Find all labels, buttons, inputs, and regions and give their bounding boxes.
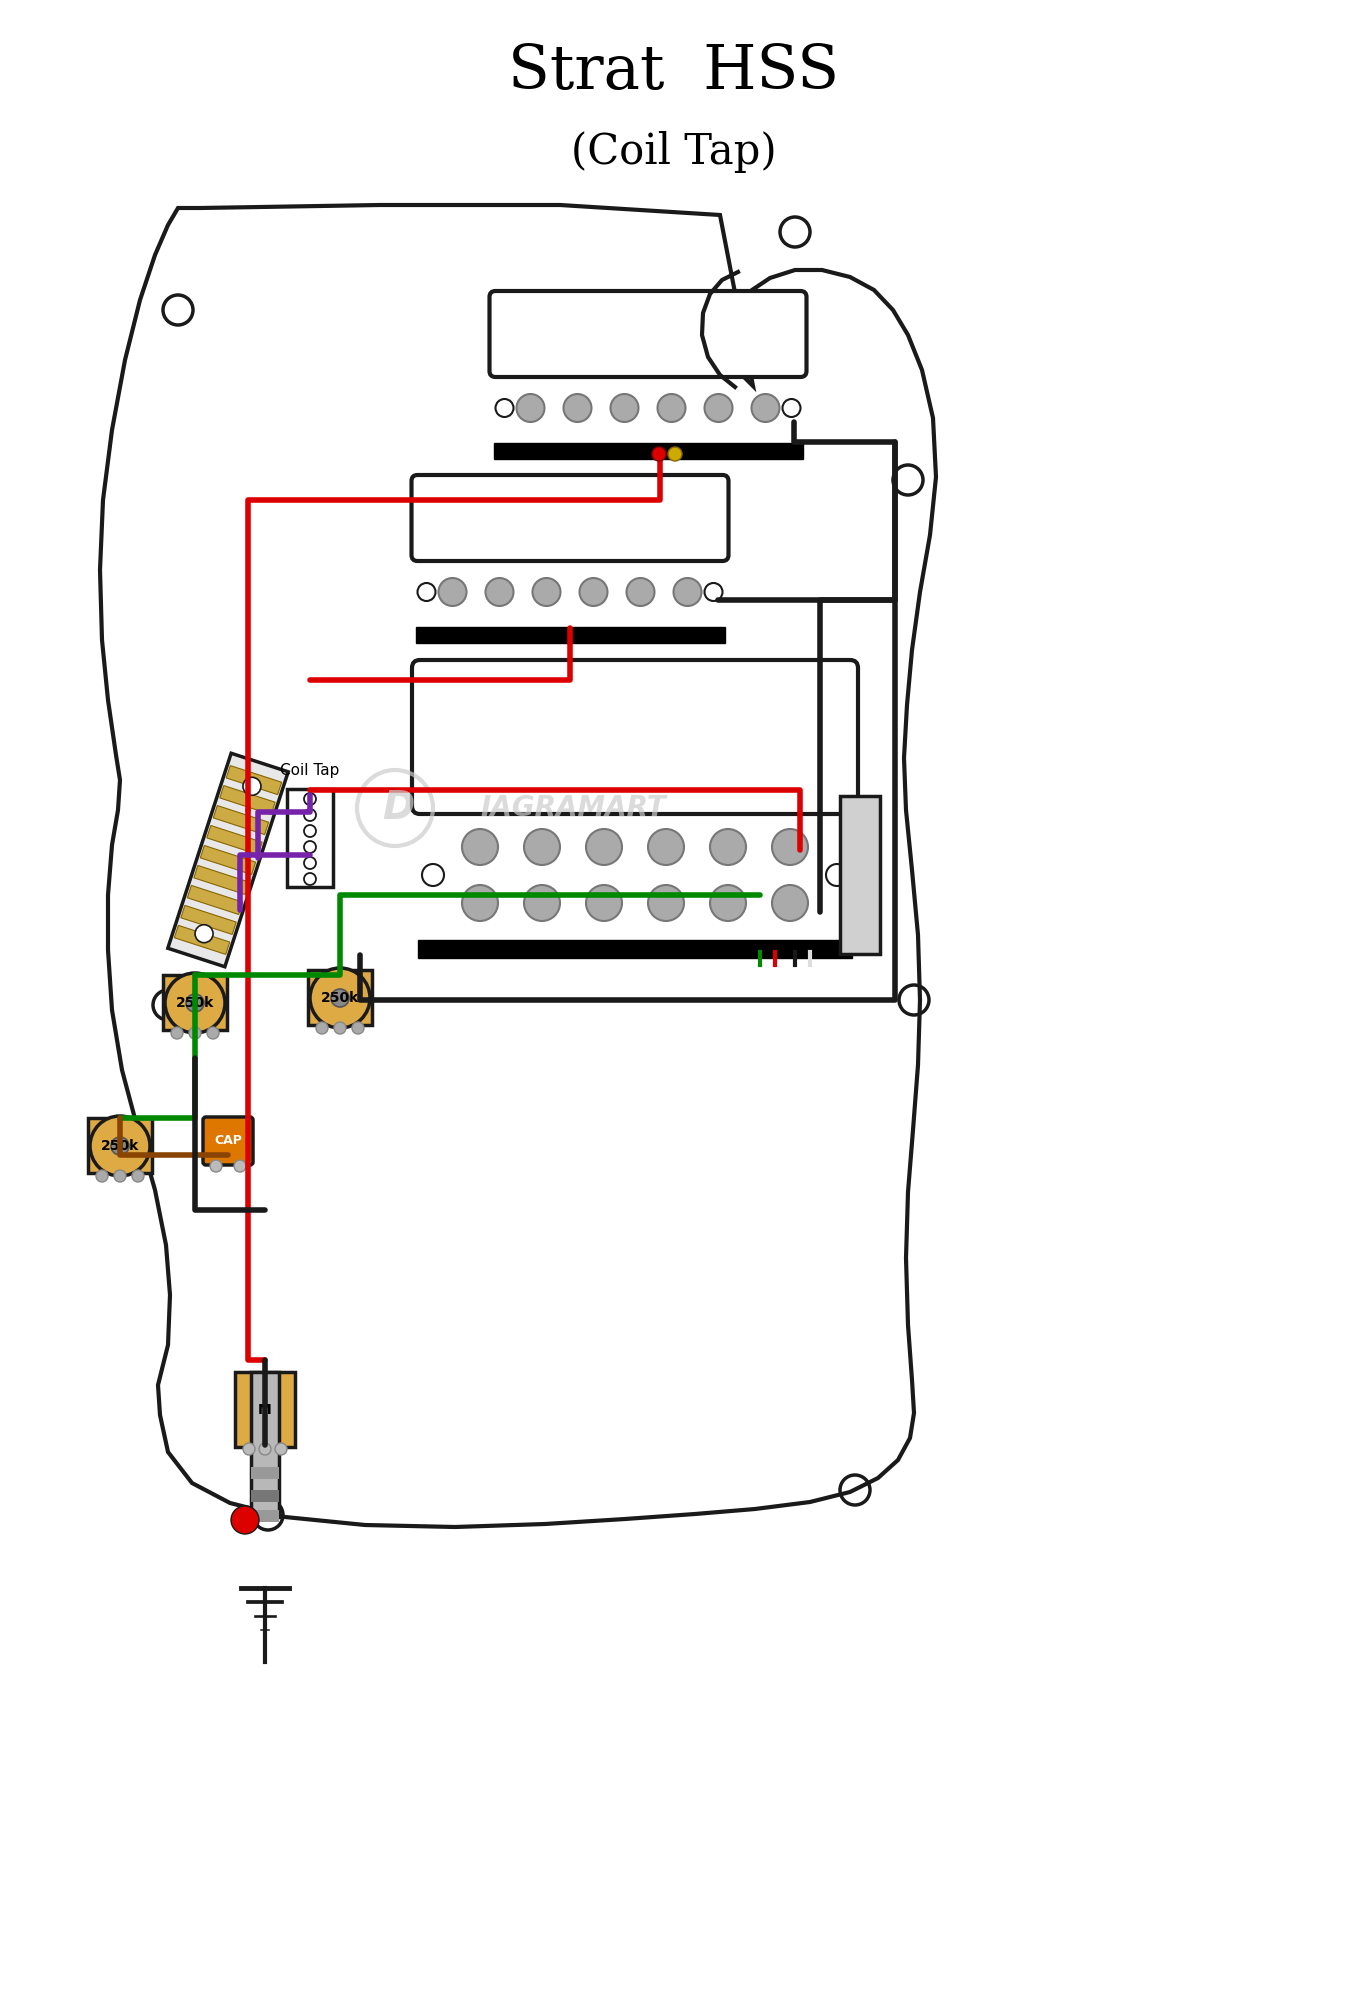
Circle shape <box>658 394 686 422</box>
Circle shape <box>310 968 369 1028</box>
FancyBboxPatch shape <box>412 660 857 814</box>
Circle shape <box>674 578 701 606</box>
Circle shape <box>563 394 592 422</box>
Circle shape <box>485 578 514 606</box>
Circle shape <box>305 872 315 884</box>
Circle shape <box>275 1444 287 1456</box>
Circle shape <box>627 578 655 606</box>
Circle shape <box>648 828 683 864</box>
Circle shape <box>611 394 639 422</box>
Circle shape <box>243 1444 255 1456</box>
Circle shape <box>532 578 561 606</box>
Text: M: M <box>257 1404 272 1416</box>
Circle shape <box>705 394 732 422</box>
Polygon shape <box>206 826 262 854</box>
Bar <box>251 1510 279 1522</box>
Circle shape <box>334 1022 346 1034</box>
Circle shape <box>195 924 213 942</box>
Circle shape <box>516 394 545 422</box>
Circle shape <box>305 856 315 868</box>
Circle shape <box>332 988 349 1008</box>
Circle shape <box>418 584 435 600</box>
Circle shape <box>586 828 621 864</box>
Polygon shape <box>220 786 275 814</box>
FancyBboxPatch shape <box>204 1116 253 1164</box>
Circle shape <box>231 1506 259 1534</box>
FancyBboxPatch shape <box>411 474 728 560</box>
Circle shape <box>705 584 723 600</box>
Circle shape <box>496 400 514 418</box>
Bar <box>840 796 880 954</box>
Text: Strat  HSS: Strat HSS <box>508 42 840 102</box>
Circle shape <box>171 1028 183 1040</box>
Circle shape <box>259 1444 271 1456</box>
Circle shape <box>669 448 682 462</box>
Circle shape <box>580 578 608 606</box>
Circle shape <box>96 1170 108 1182</box>
Circle shape <box>305 792 315 804</box>
Circle shape <box>782 400 801 418</box>
Circle shape <box>772 828 807 864</box>
Circle shape <box>524 828 559 864</box>
Polygon shape <box>181 906 236 934</box>
Circle shape <box>462 828 497 864</box>
Circle shape <box>132 1170 144 1182</box>
Circle shape <box>352 1022 364 1034</box>
Circle shape <box>305 824 315 836</box>
Text: Coil Tap: Coil Tap <box>280 764 340 778</box>
Text: (Coil Tap): (Coil Tap) <box>572 132 776 174</box>
Bar <box>307 970 372 1024</box>
Circle shape <box>462 884 497 920</box>
Polygon shape <box>187 886 243 914</box>
Circle shape <box>115 1170 125 1182</box>
Circle shape <box>524 884 559 920</box>
Bar <box>418 940 852 958</box>
Bar <box>493 444 802 460</box>
Circle shape <box>111 1136 129 1156</box>
Polygon shape <box>167 754 288 966</box>
Circle shape <box>648 884 683 920</box>
Circle shape <box>90 1116 150 1176</box>
Polygon shape <box>194 866 249 894</box>
Polygon shape <box>213 806 268 834</box>
Circle shape <box>772 884 807 920</box>
Polygon shape <box>201 846 256 874</box>
Circle shape <box>315 1022 328 1034</box>
Bar <box>88 1118 152 1172</box>
Bar <box>251 1490 279 1502</box>
Text: IAGRAMART: IAGRAMART <box>480 794 666 822</box>
Text: 250k: 250k <box>101 1140 139 1152</box>
Bar <box>287 788 333 888</box>
Circle shape <box>186 994 204 1012</box>
Circle shape <box>710 884 745 920</box>
Circle shape <box>652 448 666 462</box>
Circle shape <box>164 974 225 1032</box>
FancyBboxPatch shape <box>489 290 806 376</box>
Bar <box>415 628 724 644</box>
Bar <box>251 1372 279 1516</box>
Polygon shape <box>226 766 282 794</box>
Circle shape <box>751 394 779 422</box>
Circle shape <box>305 808 315 820</box>
Text: 250k: 250k <box>321 990 359 1004</box>
Bar <box>235 1372 295 1448</box>
Circle shape <box>305 840 315 852</box>
Circle shape <box>422 864 443 886</box>
Circle shape <box>235 1160 245 1172</box>
Polygon shape <box>174 926 229 954</box>
Bar <box>163 976 226 1030</box>
Circle shape <box>243 778 262 796</box>
Circle shape <box>208 1028 218 1040</box>
Circle shape <box>826 864 848 886</box>
Text: D: D <box>381 788 414 828</box>
Circle shape <box>438 578 466 606</box>
Circle shape <box>189 1028 201 1040</box>
Circle shape <box>710 828 745 864</box>
Text: 250k: 250k <box>175 996 214 1010</box>
Circle shape <box>210 1160 222 1172</box>
Bar <box>251 1468 279 1480</box>
Text: CAP: CAP <box>214 1134 241 1148</box>
Circle shape <box>586 884 621 920</box>
